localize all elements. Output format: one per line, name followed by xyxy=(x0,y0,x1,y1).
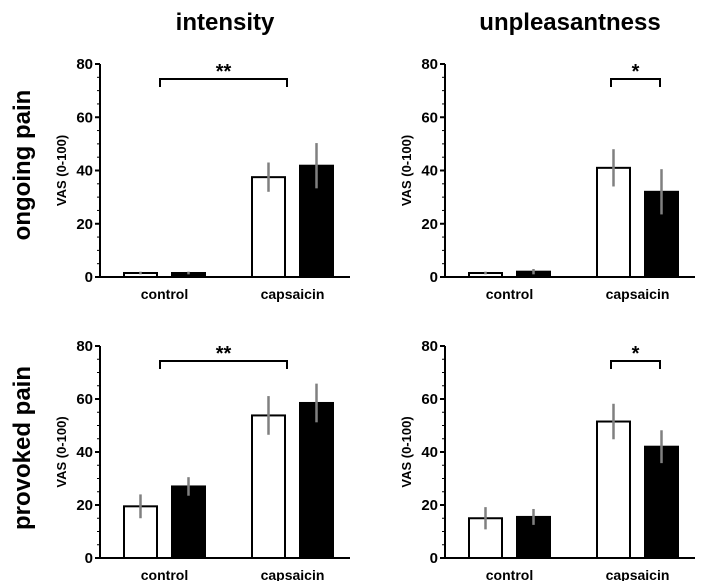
x-tick-label-control: control xyxy=(141,567,188,581)
row-title-ongoing-pain: ongoing pain xyxy=(9,90,36,241)
significance-label: * xyxy=(632,343,640,365)
bar-capsaicin-series1 xyxy=(251,176,286,278)
x-tick-label-control: control xyxy=(141,286,188,302)
y-tick-label: 80 xyxy=(76,56,93,73)
bar-capsaicin-series2 xyxy=(644,190,679,278)
y-tick-label: 0 xyxy=(85,269,93,286)
y-axis-label: VAS (0-100) xyxy=(399,135,414,206)
y-tick-label: 80 xyxy=(421,56,438,73)
y-tick-label: 40 xyxy=(76,163,93,180)
x-tick-label-capsaicin: capsaicin xyxy=(606,567,670,581)
x-tick-label-control: control xyxy=(486,286,533,302)
y-tick-label: 60 xyxy=(421,109,438,126)
significance-label: * xyxy=(632,61,640,83)
y-tick-label: 80 xyxy=(76,338,93,355)
significance-label: ** xyxy=(216,61,232,83)
y-tick-label: 20 xyxy=(76,497,93,514)
y-tick-label: 80 xyxy=(421,338,438,355)
y-tick-label: 60 xyxy=(76,391,93,408)
bar-capsaicin-series2 xyxy=(299,401,334,559)
y-tick-label: 0 xyxy=(85,550,93,567)
x-tick-label-capsaicin: capsaicin xyxy=(606,286,670,302)
panel-3: VAS (0-100) 0 20 40 60 80 control capsaicin * xyxy=(399,338,695,581)
row-title-provoked-pain: provoked pain xyxy=(9,366,36,530)
bar-control-series2 xyxy=(171,485,206,560)
significance-bracket xyxy=(610,78,661,87)
y-tick-label: 20 xyxy=(76,216,93,233)
y-axis-label: VAS (0-100) xyxy=(399,416,414,487)
y-tick-label: 40 xyxy=(421,444,438,461)
bar-capsaicin-series2 xyxy=(644,445,679,560)
x-tick-label-capsaicin: capsaicin xyxy=(261,286,325,302)
y-tick-label: 40 xyxy=(421,163,438,180)
significance-bracket xyxy=(610,360,661,369)
column-title-unpleasantness: unpleasantness xyxy=(479,9,660,36)
panel-1: VAS (0-100) 0 20 40 60 80 control capsaicin * xyxy=(399,56,695,302)
panel-0: VAS (0-100) 0 20 40 60 80 control capsaicin ** xyxy=(54,56,350,302)
panel-2: VAS (0-100) 0 20 40 60 80 control capsaicin ** xyxy=(54,338,350,581)
y-tick-label: 40 xyxy=(76,444,93,461)
bar-capsaicin-series1 xyxy=(251,414,286,559)
y-tick-label: 0 xyxy=(430,550,438,567)
y-tick-label: 60 xyxy=(421,391,438,408)
bar-capsaicin-series1 xyxy=(596,420,631,559)
y-tick-label: 20 xyxy=(421,216,438,233)
significance-bracket xyxy=(159,360,288,369)
column-title-intensity: intensity xyxy=(176,9,275,36)
y-axis-label: VAS (0-100) xyxy=(54,135,69,206)
significance-label: ** xyxy=(216,343,232,365)
x-tick-label-control: control xyxy=(486,567,533,581)
significance-bracket xyxy=(159,78,288,87)
y-tick-label: 0 xyxy=(430,269,438,286)
x-tick-label-capsaicin: capsaicin xyxy=(261,567,325,581)
y-tick-label: 20 xyxy=(421,497,438,514)
y-tick-label: 60 xyxy=(76,109,93,126)
y-axis-label: VAS (0-100) xyxy=(54,416,69,487)
